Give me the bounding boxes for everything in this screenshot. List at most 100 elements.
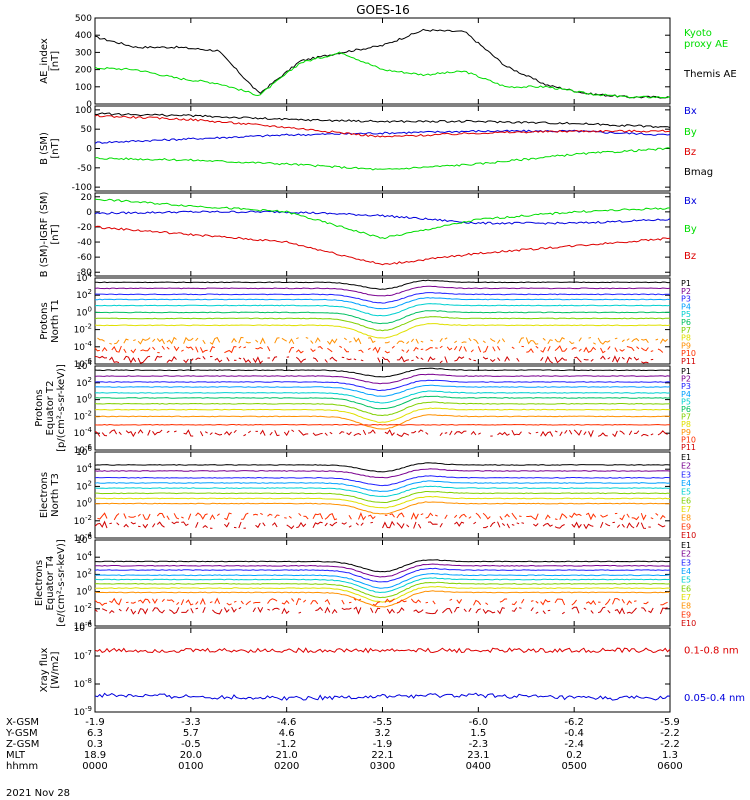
y-tick-label: 20 [81,193,93,203]
channel-label: E1 [681,541,691,550]
y-tick-label: 50 [81,125,93,135]
y-axis-label: Electrons [34,560,45,606]
y-tick-label: 10-8 [74,677,92,690]
x-info-row-label: hhmm [6,761,38,772]
channel-line [95,297,671,310]
channel-line [95,490,671,504]
channel-line [94,468,671,479]
x-info-value: 0500 [561,761,586,772]
channel-label: E10 [681,531,696,540]
channel-label: P6 [681,405,691,414]
x-axis-info: X-GSM -1.9 -3.3 -4.6 -5.5 -6.0 -6.2 -5.9 Y-GSM 6.… [5,717,683,772]
series-line [94,692,671,701]
x-info-value: -1.2 [277,739,297,750]
x-info-value: -2.2 [660,728,680,739]
y-axis-label: [nT] [50,224,61,244]
y-tick-label: 500 [75,14,92,24]
channel-line [94,316,670,332]
channel-label: P7 [681,326,691,335]
x-info-value: 21.0 [276,750,298,761]
y-axis-label: [p/(cm²-s-sr-keV)] [56,364,67,452]
channel-line [94,585,671,603]
x-info-value: 1.3 [662,750,678,761]
channel-label: E7 [681,505,691,514]
legend-label: By [684,224,697,235]
x-info-value: 4.6 [279,728,295,739]
panel-frame [94,539,671,627]
y-tick-label: 10-4 [74,426,93,439]
y-tick-label: 0 [86,208,92,218]
channel-label: P3 [681,382,691,391]
chart-title: GOES-16 [356,3,410,17]
channel-line [94,480,671,493]
channel-line [94,292,671,304]
y-axis-label: Protons [34,389,45,426]
x-info-value: -5.9 [660,717,680,728]
channel-label: P4 [681,390,691,399]
y-tick-label: 104 [76,462,92,475]
channel-label: P1 [681,279,691,288]
channel-label: P11 [681,443,696,452]
legend-label: By [684,127,697,138]
y-axis-label: AE_index [39,38,50,84]
channel-label: E2 [681,462,691,471]
channel-label: P6 [681,318,691,327]
legend-label: Bx [684,106,697,117]
x-info-value: 0.3 [87,739,103,750]
y-tick-label: 0 [86,145,92,155]
panel-1: 0 100 200 300 400 500 AE_index [nT] Themis AE Kyo… [39,14,737,110]
channel-line [94,581,671,599]
y-tick-label: -80 [77,268,92,278]
y-tick-label: 104 [76,550,92,563]
channel-label: E4 [681,479,691,488]
x-info-value: 0100 [178,761,203,772]
channel-line [94,495,671,509]
channel-label: P11 [681,357,696,366]
channel-line [94,577,671,594]
channel-line [94,384,671,397]
x-info-value: 0200 [274,761,299,772]
channel-line [94,590,670,608]
channel-label: E7 [681,593,691,602]
series-line [94,147,671,171]
panel-frame [94,17,671,105]
legend-label: Bz [684,147,696,158]
channel-label: E1 [681,453,691,462]
panel-frame [94,627,671,713]
channel-line [94,572,671,589]
y-tick-label: 200 [75,66,92,76]
x-info-value: -6.2 [564,717,584,728]
x-info-value: 6.3 [87,728,103,739]
y-axis-label: Equator T4 [45,556,56,611]
y-tick-label: 10-2 [74,514,92,527]
channel-line [94,401,671,417]
channel-line [94,475,671,487]
x-info-value: -1.9 [373,739,393,750]
y-tick-label: 100 [76,393,92,406]
channel-label: P2 [681,287,691,296]
panel-3: -80 -60 -40 -20 0 20 B (SM)-IGRF (SM) [nT] Bx By B… [39,192,697,279]
series-line [94,198,671,240]
series-line [94,129,671,144]
channel-line [94,485,671,498]
legend-label: Themis AE [683,69,737,80]
channel-label: E10 [681,619,696,628]
channel-label: P7 [681,413,691,422]
channel-line [94,414,671,430]
channel-line [95,430,670,437]
x-info-value: 0300 [370,761,395,772]
x-info-row-label: MLT [6,750,26,761]
channel-label: E6 [681,584,691,593]
channel-label: E5 [681,576,691,585]
channel-label: P4 [681,302,691,311]
channel-label: E9 [681,610,691,619]
x-info-value: -4.6 [277,717,297,728]
y-tick-label: 300 [75,48,92,58]
channel-label: P5 [681,310,691,319]
